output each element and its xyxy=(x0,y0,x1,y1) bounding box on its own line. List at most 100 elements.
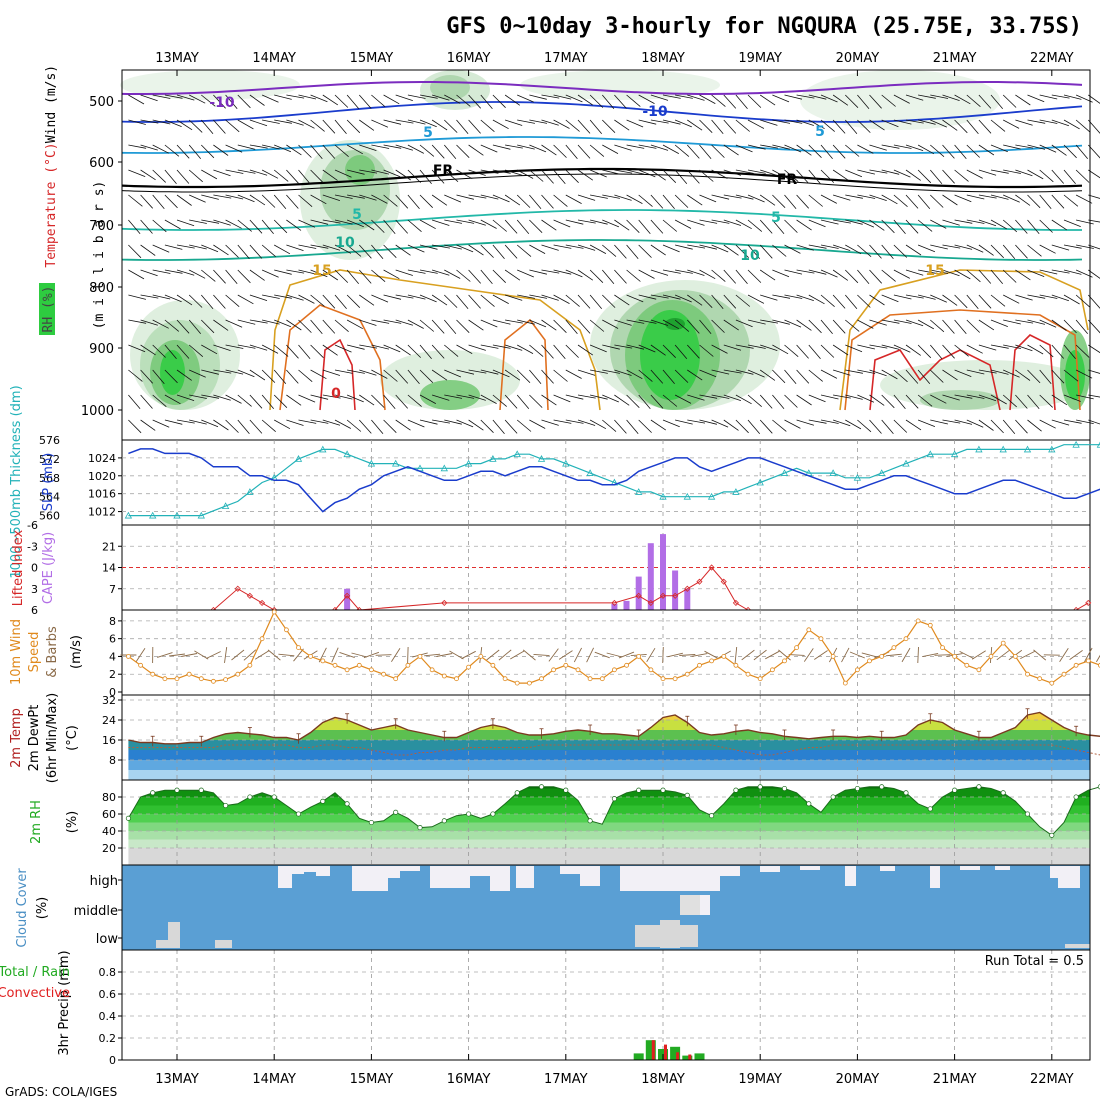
wind-barb xyxy=(152,244,170,253)
wind-barb xyxy=(541,94,560,99)
wind-barb xyxy=(735,344,754,349)
wind-barb xyxy=(1015,219,1028,234)
wind-barb xyxy=(650,344,666,356)
rh-marker xyxy=(660,787,666,793)
rh-marker xyxy=(757,784,763,790)
wind-barb xyxy=(419,169,432,184)
precip-tick-label: 0 xyxy=(109,1054,116,1067)
wind-barb xyxy=(881,94,896,107)
thickness-marker xyxy=(464,459,473,467)
wind-barb xyxy=(565,294,580,307)
wind-barb xyxy=(1051,194,1065,209)
wind-speed-marker xyxy=(830,654,836,659)
wind-barb xyxy=(322,419,341,426)
bottom-date-label: 16MAY xyxy=(447,1072,491,1087)
wind-barb xyxy=(395,394,408,409)
wind-barb xyxy=(589,169,607,178)
wind-barb xyxy=(249,94,265,106)
wind-barb xyxy=(1059,648,1069,662)
wind-speed-marker xyxy=(210,678,216,684)
wind-barb xyxy=(747,344,766,349)
wind-speed-marker xyxy=(575,667,581,673)
wind-barb xyxy=(711,169,728,179)
wind-barb xyxy=(772,194,786,208)
wind-barb xyxy=(646,647,656,663)
wind-barb xyxy=(331,647,339,663)
contour-label: 5 xyxy=(771,210,781,226)
wind-barb xyxy=(213,269,226,284)
wind-barb xyxy=(978,269,992,284)
wind-barb xyxy=(869,369,887,377)
wind-barb xyxy=(662,244,680,253)
wind-barb xyxy=(869,294,885,306)
wind-barb xyxy=(468,269,481,284)
wind-barb xyxy=(176,169,190,184)
wind-barb xyxy=(468,244,484,256)
wind-barb xyxy=(881,194,898,205)
wind-barb xyxy=(140,319,158,326)
wind-barb xyxy=(310,419,329,424)
wind-speed-marker xyxy=(684,671,690,677)
wind-speed-marker xyxy=(672,676,678,682)
wind-barb xyxy=(164,94,183,99)
precip-tick-label: 0.8 xyxy=(99,966,117,979)
wind-barb xyxy=(517,119,535,124)
thickness-marker xyxy=(513,450,521,458)
wind-barb xyxy=(1075,369,1093,379)
wind-barb xyxy=(1003,344,1021,349)
wind-barb xyxy=(346,294,361,308)
wind-barb xyxy=(128,119,146,125)
thickness-axis-label: 1000~500mb Thickness (dm) xyxy=(9,385,24,578)
wind-barb xyxy=(845,219,863,225)
wind-barb xyxy=(286,169,299,184)
wind-barb xyxy=(784,94,803,100)
wind-barb xyxy=(548,648,559,662)
wind-barb xyxy=(164,419,183,425)
wind-barb xyxy=(298,419,317,424)
bottom-date-label: 19MAY xyxy=(738,1072,782,1087)
wind-barb xyxy=(176,369,192,381)
wind-barb xyxy=(553,194,568,207)
wind-barb xyxy=(188,294,203,308)
wind-barb xyxy=(930,244,948,250)
wind-barb xyxy=(200,294,214,309)
wind-barb xyxy=(1051,144,1067,156)
wind-barb xyxy=(942,369,958,381)
wind-barb xyxy=(261,194,276,208)
wind-barb xyxy=(869,219,885,231)
wind-barb xyxy=(237,169,256,174)
contour-label: 5 xyxy=(815,124,825,140)
wind-barb xyxy=(504,394,518,409)
high-cloud-gap xyxy=(1058,866,1080,888)
wind-speed-marker xyxy=(198,676,204,682)
wind-barb xyxy=(225,419,239,433)
wind-barb xyxy=(261,169,279,179)
wind-barb xyxy=(1051,419,1070,426)
wind-barb xyxy=(735,294,751,307)
wind-barb xyxy=(577,169,594,181)
wind-barb xyxy=(796,244,815,251)
wind-barb xyxy=(419,244,438,250)
wind-speed-marker xyxy=(794,645,799,650)
wind-barb xyxy=(638,419,652,433)
wind-barb xyxy=(395,344,411,356)
rh-band xyxy=(128,822,1090,831)
wind-barb xyxy=(784,319,802,328)
wind-barb xyxy=(589,94,604,108)
wind-barb xyxy=(505,144,523,149)
wind-barb xyxy=(553,219,571,228)
wind-barb xyxy=(383,244,397,258)
wind-barb xyxy=(565,394,584,400)
wind-barb xyxy=(1003,119,1020,129)
wind-barb xyxy=(395,319,414,326)
wind-barb xyxy=(407,119,426,125)
wind-barb xyxy=(930,394,947,404)
wind-barb xyxy=(808,419,827,424)
wind-barb xyxy=(942,94,960,101)
precip-panel: 0.80.60.40.20 Run Total = 0.5 3hr Precip… xyxy=(0,949,1091,1067)
wind-barb xyxy=(784,219,798,233)
rh-marker xyxy=(952,787,958,793)
wind-barb xyxy=(881,169,900,175)
wind-barb xyxy=(845,344,863,353)
rh-marker xyxy=(441,818,447,824)
